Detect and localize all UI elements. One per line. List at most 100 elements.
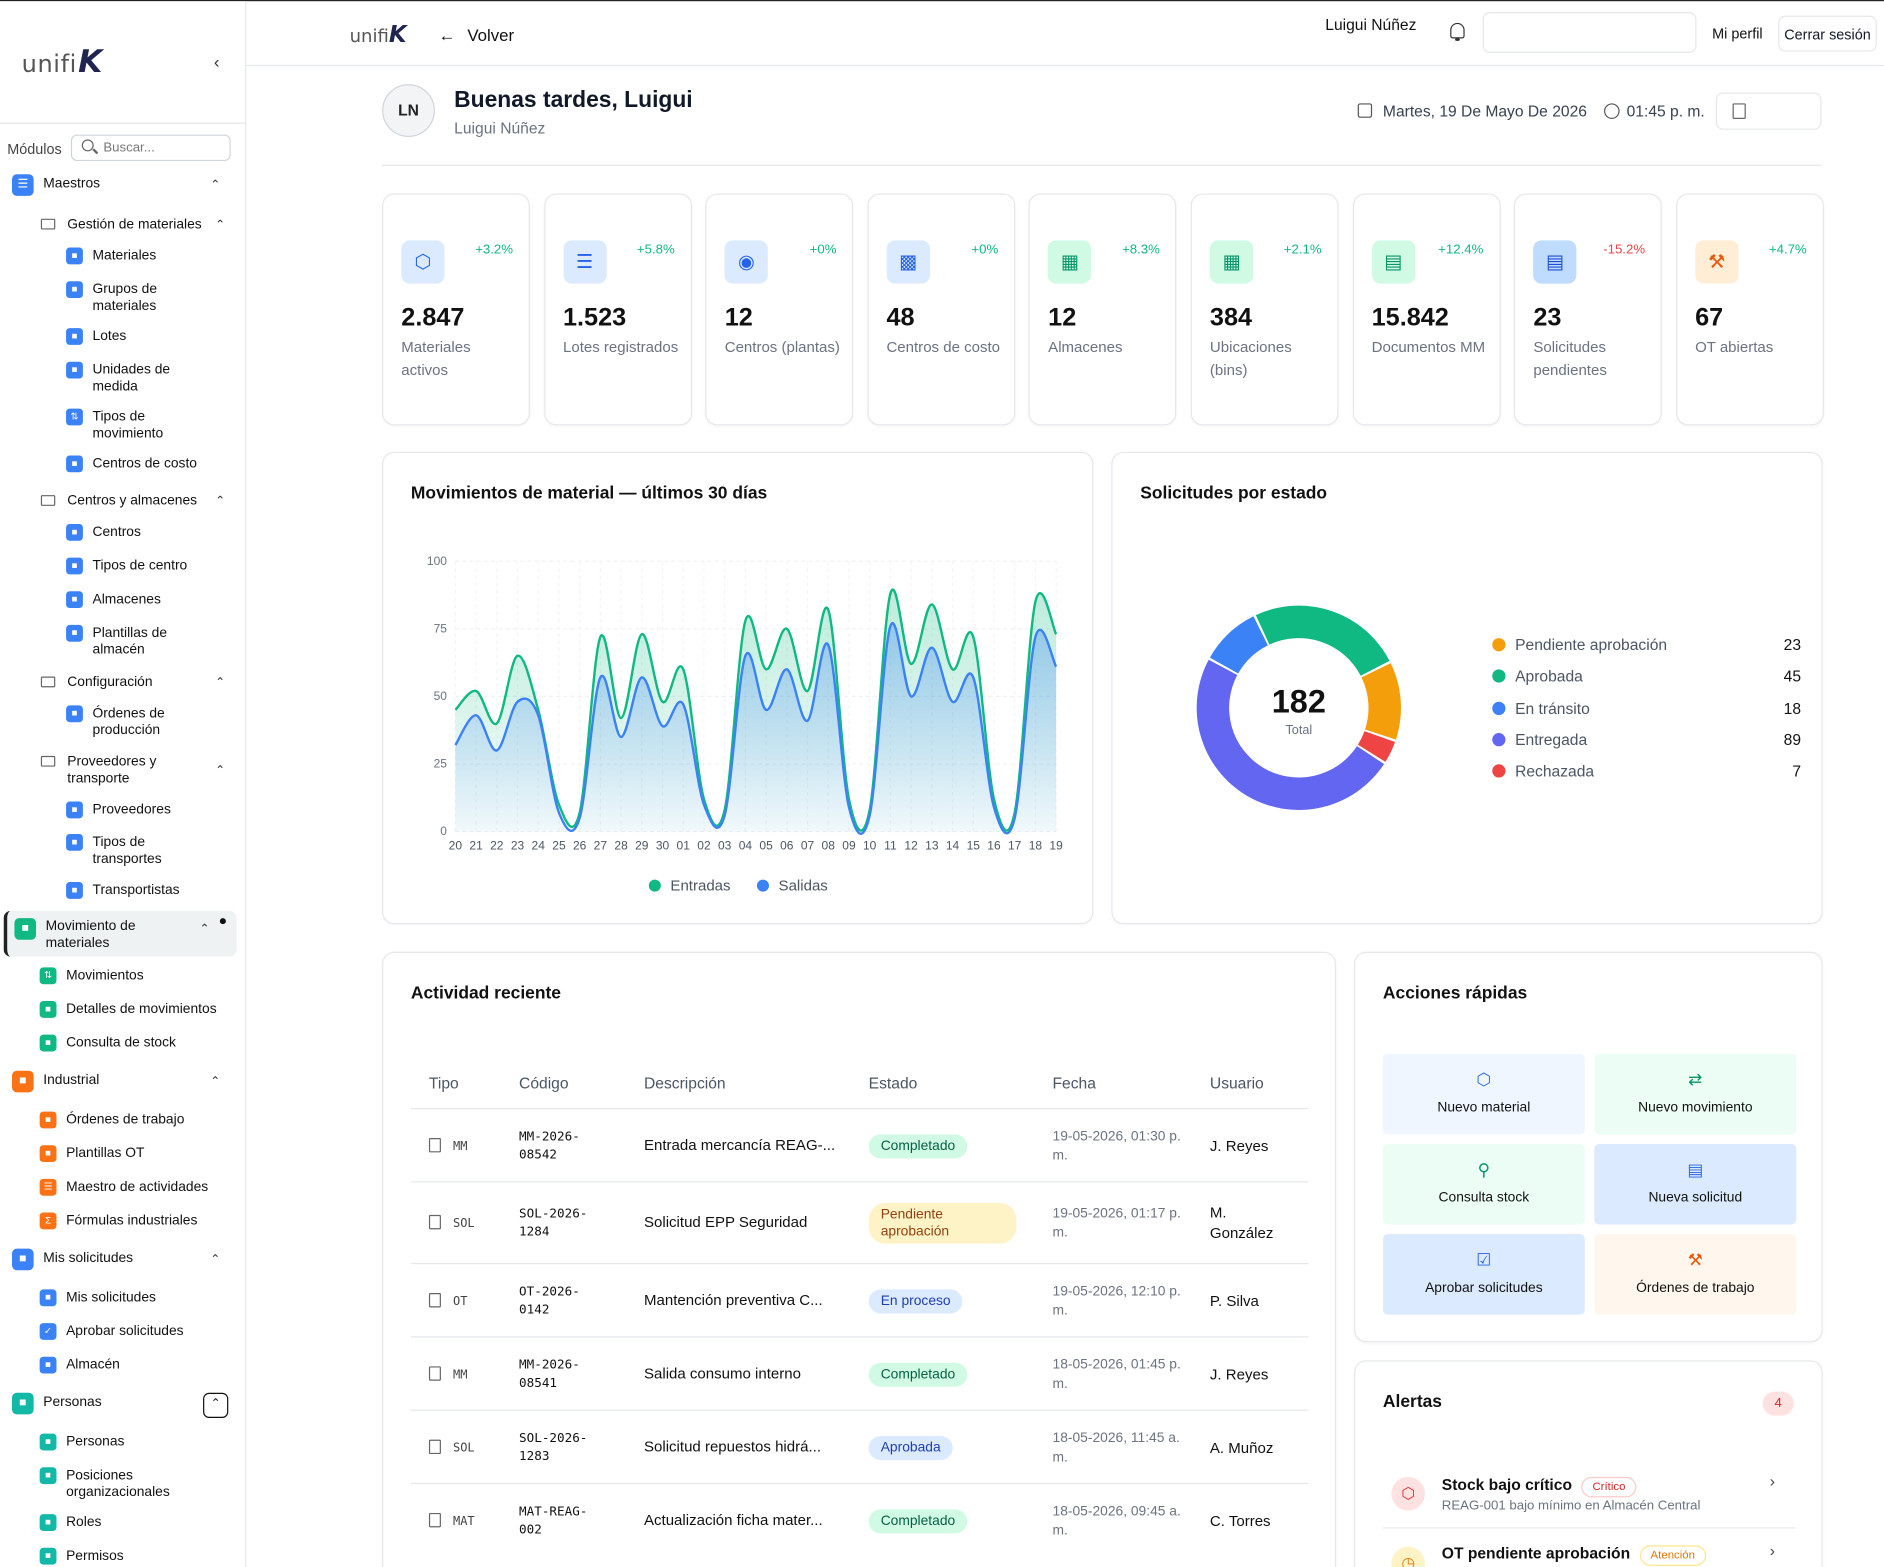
th-estado[interactable]: Estado [868,1074,918,1093]
legend-label[interactable]: Entradas [670,877,730,894]
profile-link[interactable]: Mi perfil [1712,25,1763,43]
th-descripcion[interactable]: Descripción [644,1074,726,1093]
stat-card[interactable]: ◉ +0% 12 Centros (plantas) [705,193,854,426]
sidebar-item-almacen[interactable]: ■ Almacén [39,1356,120,1374]
chevron-up-icon[interactable]: ⌃ [215,676,226,690]
stat-card[interactable]: ▤ -15.2% 23 Solicitudes pendientes [1514,193,1662,426]
group-gestion-materiales[interactable]: Gestión de materiales [40,216,202,233]
sidebar-item-materiales[interactable]: ■ Materiales [66,247,222,265]
new-material-button[interactable]: ⬡ Nuevo material [1382,1053,1585,1135]
sidebar-item-personas[interactable]: ■ Personas [39,1433,124,1451]
work-orders-button[interactable]: ⚒ Órdenes de trabajo [1594,1234,1797,1315]
sidebar-item-maestro-actividades[interactable]: ☰ Maestro de actividades [39,1178,208,1196]
chevron-up-icon[interactable]: ⌃ [199,922,210,937]
building-selector[interactable] [1715,92,1822,130]
sidebar-item-ordenes-trabajo[interactable]: ■ Órdenes de trabajo [39,1111,184,1129]
approve-requests-button[interactable]: ☑ Aprobar solicitudes [1382,1234,1585,1315]
chevron-right-icon[interactable]: › [1769,1472,1776,1491]
th-fecha[interactable]: Fecha [1052,1074,1096,1093]
alert-item-title[interactable]: OT pendiente aprobación Atención [1442,1544,1706,1566]
legend-item[interactable]: Pendiente aprobación 23 [1492,636,1801,654]
legend-item[interactable]: Aprobada 45 [1492,667,1801,685]
chevron-up-icon[interactable]: ⌃ [215,218,226,232]
bell-icon[interactable] [1450,22,1465,41]
new-movement-button[interactable]: ⇄ Nuevo movimiento [1594,1053,1797,1135]
slice-pendiente-aprobación[interactable] [1361,663,1401,740]
table-row[interactable]: SOL SOL-2026- 1284 Solicitud EPP Segurid… [410,1181,1309,1263]
chevron-up-icon[interactable]: ⌃ [215,495,226,509]
module-movimiento-active[interactable] [3,910,237,957]
module-maestros[interactable]: ☰ Maestros [12,174,100,196]
group-proveedores[interactable]: Proveedores y transporte [40,753,185,787]
sidebar-search-input[interactable]: Buscar... [70,134,231,162]
th-tipo[interactable]: Tipo [428,1074,459,1093]
sidebar-item-movimientos[interactable]: ⇅ Movimientos [39,967,144,985]
logout-button[interactable]: Cerrar sesión [1778,15,1877,52]
module-solicitudes[interactable]: ■ Mis solicitudes [12,1248,133,1271]
sidebar-item-roles[interactable]: ■ Roles [39,1514,101,1531]
sidebar-item-permisos[interactable]: ■ Permisos [39,1547,124,1565]
table-row[interactable]: MM MM-2026- 08542 Entrada mercancía REAG… [410,1107,1309,1181]
sidebar-item-plantillas-ot[interactable]: ■ Plantillas OT [39,1145,144,1163]
collapse-sidebar-icon[interactable]: ‹ [213,51,220,71]
chevron-right-icon[interactable]: › [1769,1541,1776,1560]
table-row[interactable]: OT OT-2026- 0142 Mantención preventiva C… [410,1262,1309,1336]
slice-rechazada[interactable] [1357,731,1396,762]
slice-aprobada[interactable] [1255,605,1390,676]
stat-card[interactable]: ⚒ +4.7% 67 OT abiertas [1675,193,1824,426]
back-button[interactable]: ← Volver [438,25,515,45]
stat-card[interactable]: ▦ +2.1% 384 Ubicaciones (bins) [1190,193,1339,426]
table-row[interactable]: SOL SOL-2026- 1283 Solicitud repuestos h… [410,1409,1309,1483]
stock-query-button[interactable]: ⚲ Consulta stock [1382,1144,1585,1225]
sidebar-item-plantillas-almacen[interactable]: ■ Plantillas de almacén [66,624,198,659]
stat-card[interactable]: ▩ +0% 48 Centros de costo [867,193,1016,426]
legend-item[interactable]: En tránsito 18 [1492,699,1801,717]
sidebar-item-consulta-stock[interactable]: ■ Consulta de stock [39,1034,176,1052]
brand-logo[interactable]: unifiK [21,44,103,81]
chevron-up-icon[interactable]: ⌃ [203,1392,229,1419]
sidebar-item-lotes[interactable]: ■ Lotes [66,328,126,345]
table-row[interactable]: MM MM-2026- 08541 Salida consumo interno… [410,1336,1309,1409]
sidebar-item-grupos[interactable]: ■ Grupos de materiales [66,281,198,315]
sidebar-item-mis-solicitudes[interactable]: ■ Mis solicitudes [39,1289,156,1307]
slice-en-tránsito[interactable] [1209,616,1268,674]
th-codigo[interactable]: Código [519,1074,569,1093]
group-configuracion[interactable]: Configuración [40,674,153,691]
stat-card[interactable]: ▦ +8.3% 12 Almacenes [1028,193,1177,426]
center-selector[interactable] [1482,12,1697,53]
legend-label[interactable]: Salidas [779,877,828,894]
legend-item[interactable]: Rechazada 7 [1492,762,1801,780]
sidebar-item-tipos-movimiento[interactable]: ⇅ Tipos de movimiento [66,408,198,443]
sidebar-item-posiciones[interactable]: ■ Posiciones organizacionales [39,1467,208,1501]
sidebar-item-ordenes-produccion[interactable]: ■ Órdenes de producción [66,705,198,739]
module-personas[interactable]: ■ Personas [12,1392,102,1415]
table-row[interactable]: MAT MAT-REAG- 002 Actualización ficha ma… [410,1482,1309,1556]
module-industrial[interactable]: ■ Industrial [12,1070,99,1093]
sidebar-item-proveedores[interactable]: ■ Proveedores [66,801,171,819]
sidebar-item-tipos-transportes[interactable]: ■ Tipos de transportes [66,833,198,868]
sidebar-item-centros[interactable]: ■ Centros [66,523,141,541]
sidebar-item-tipos-centro[interactable]: ■ Tipos de centro [66,557,187,575]
sidebar-item-detalles[interactable]: ■ Detalles de movimientos [39,1001,217,1018]
stat-card[interactable]: ⬡ +3.2% 2.847 Materiales activos [382,193,530,426]
stat-card[interactable]: ☰ +5.8% 1.523 Lotes registrados [543,193,692,426]
chevron-up-icon[interactable]: ⌃ [210,179,221,193]
module-movimiento[interactable]: ■ Movimiento de materiales [14,918,194,952]
alert-item-title[interactable]: Stock bajo crítico Crítico [1442,1476,1637,1498]
sidebar-item-almacenes[interactable]: ■ Almacenes [66,591,161,609]
chevron-up-icon[interactable]: ⌃ [215,764,226,778]
sidebar-item-centros-costo[interactable]: ■ Centros de costo [66,455,197,473]
sidebar-item-unidades[interactable]: ■ Unidades de medida [66,361,198,396]
stat-card[interactable]: ▤ +12.4% 15.842 Documentos MM [1352,193,1501,426]
group-centros-almacenes[interactable]: Centros y almacenes [40,493,197,510]
top-brand-logo[interactable]: unifiK [349,21,407,49]
sidebar-item-aprobar[interactable]: ✓ Aprobar solicitudes [39,1323,184,1340]
sidebar-item-formulas[interactable]: Σ Fórmulas industriales [39,1212,197,1230]
chevron-up-icon[interactable]: ⌃ [210,1075,221,1089]
chevron-up-icon[interactable]: ⌃ [210,1253,221,1267]
legend-item[interactable]: Entregada 89 [1492,731,1801,749]
slice-entregada[interactable] [1196,659,1385,810]
th-usuario[interactable]: Usuario [1209,1074,1264,1093]
new-request-button[interactable]: ▤ Nueva solicitud [1594,1144,1797,1225]
sidebar-item-transportistas[interactable]: ■ Transportistas [66,882,180,899]
